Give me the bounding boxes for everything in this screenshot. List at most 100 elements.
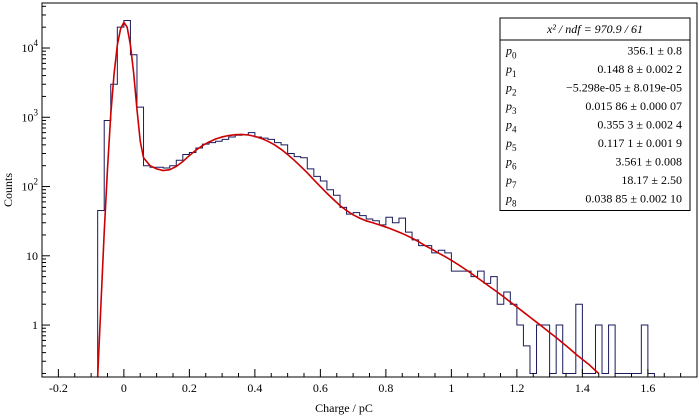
histogram-bin [648, 373, 655, 377]
histogram-bin [196, 148, 203, 377]
histogram-bin [602, 373, 609, 377]
histogram [97, 19, 655, 377]
plot-area [96, 19, 655, 377]
stat-param-value: 3.561 ± 0.008 [615, 155, 682, 169]
histogram-bin [307, 169, 314, 377]
histogram-bin [582, 373, 589, 377]
histogram-bin [484, 283, 491, 377]
histogram-bin [497, 304, 504, 377]
histogram-bin [517, 325, 524, 377]
x-tick-label: 0.4 [247, 381, 262, 395]
histogram-bin [347, 214, 354, 377]
stat-param-name: p4 [505, 118, 517, 135]
histogram-bin [556, 325, 563, 377]
histogram-bin [327, 190, 334, 377]
histogram-bin [189, 153, 196, 377]
histogram-bin [537, 325, 544, 377]
histogram-bin [111, 84, 118, 377]
histogram-bin [399, 218, 406, 377]
x-axis: -0.2 0 0.2 0.4 0.6 0.8 1 1.2 1.4 1.6 [41, 369, 698, 395]
histogram-bin [379, 225, 386, 377]
stat-param-value: −5.298e-05 ± 8.019e-05 [566, 81, 682, 95]
stat-param-name: p8 [505, 192, 517, 209]
histogram-bin [314, 176, 321, 377]
stat-param-name: p7 [505, 173, 517, 190]
stat-param-value: 18.17 ± 2.50 [621, 173, 682, 187]
x-tick-label: -0.2 [49, 381, 68, 395]
x-tick-label: 1.6 [640, 381, 655, 395]
histogram-bin [235, 135, 242, 377]
histogram-bin [478, 271, 485, 377]
histogram-bin [366, 219, 373, 377]
x-tick-label: 0 [121, 381, 127, 395]
histogram-bin [425, 246, 432, 377]
histogram-bin [576, 304, 583, 377]
stat-param-value: 0.038 85 ± 0.002 10 [585, 192, 682, 206]
histogram-bin [150, 167, 157, 377]
histogram-bin [589, 373, 596, 377]
histogram-bin [609, 325, 616, 377]
stat-param-name: p0 [505, 44, 517, 61]
histogram-bin [550, 373, 557, 377]
histogram-bin [255, 137, 262, 377]
histogram-bin [242, 135, 249, 377]
histogram-bin [432, 253, 439, 377]
histogram-bin [333, 195, 340, 377]
histogram-bin [229, 137, 236, 377]
histogram-bin [386, 217, 393, 377]
histogram-bin [288, 153, 295, 377]
histogram-bin [137, 107, 144, 377]
x-tick-label: 1 [448, 381, 454, 395]
stat-param-name: p6 [505, 155, 517, 172]
x-tick-label: 0.2 [182, 381, 197, 395]
fit-curve [96, 20, 600, 377]
histogram-bin [635, 373, 642, 377]
stat-param-value: 0.148 8 ± 0.002 2 [597, 62, 682, 76]
histogram-bin [268, 139, 275, 377]
x-tick-label: 1.4 [575, 381, 590, 395]
histogram-bin [222, 139, 229, 377]
y-tick-label: 10 [26, 249, 38, 263]
stat-param-name: p3 [505, 99, 517, 116]
stat-param-value: 0.355 3 ± 0.002 4 [597, 118, 682, 132]
stat-param-name: p2 [505, 81, 517, 98]
stat-param-value: 0.117 1 ± 0.001 9 [598, 136, 682, 150]
histogram-bin [275, 143, 282, 377]
y-axis-title: Counts [1, 173, 15, 207]
histogram-bin [209, 143, 216, 377]
stats-header: x² / ndf = 970.9 / 61 [546, 22, 643, 36]
histogram-bin [622, 373, 629, 377]
histogram-bin [569, 373, 576, 377]
histogram-bin [163, 168, 170, 377]
histogram-bin [320, 181, 327, 377]
histogram-outline [97, 19, 655, 377]
histogram-bin [464, 271, 471, 377]
histogram-bin [124, 20, 131, 377]
histogram-bin [406, 232, 413, 377]
x-tick-label: 1.2 [509, 381, 524, 395]
y-tick-label: 1 [32, 318, 38, 332]
stat-param-name: p5 [505, 136, 517, 153]
axes: -0.2 0 0.2 0.4 0.6 0.8 1 1.2 1.4 1.6 1 10 102 103 104 [22, 2, 698, 395]
histogram-bin [294, 157, 301, 377]
histogram-bin [438, 250, 445, 377]
histogram-bin [170, 166, 177, 377]
x-axis-title: Charge / pC [315, 401, 373, 415]
y-tick-label: 103 [22, 107, 39, 124]
histogram-bin [445, 253, 452, 377]
histogram-bin [451, 271, 458, 377]
histogram-bin [458, 271, 465, 377]
histogram-bin [543, 325, 550, 377]
histogram-bin [412, 240, 419, 377]
histogram-bin [340, 207, 347, 377]
histogram-bin [360, 216, 367, 377]
histogram-bin [471, 277, 478, 377]
histogram-bin [176, 160, 183, 377]
stat-param-name: p1 [505, 62, 517, 79]
histogram-bin [353, 213, 360, 377]
y-tick-label: 104 [22, 38, 39, 55]
fit-statistics-box: x² / ndf = 970.9 / 61 p0 356.1 ± 0.8 p1 0.14… [499, 17, 691, 211]
histogram-bin [248, 133, 255, 377]
stat-param-value: 356.1 ± 0.8 [627, 44, 682, 58]
